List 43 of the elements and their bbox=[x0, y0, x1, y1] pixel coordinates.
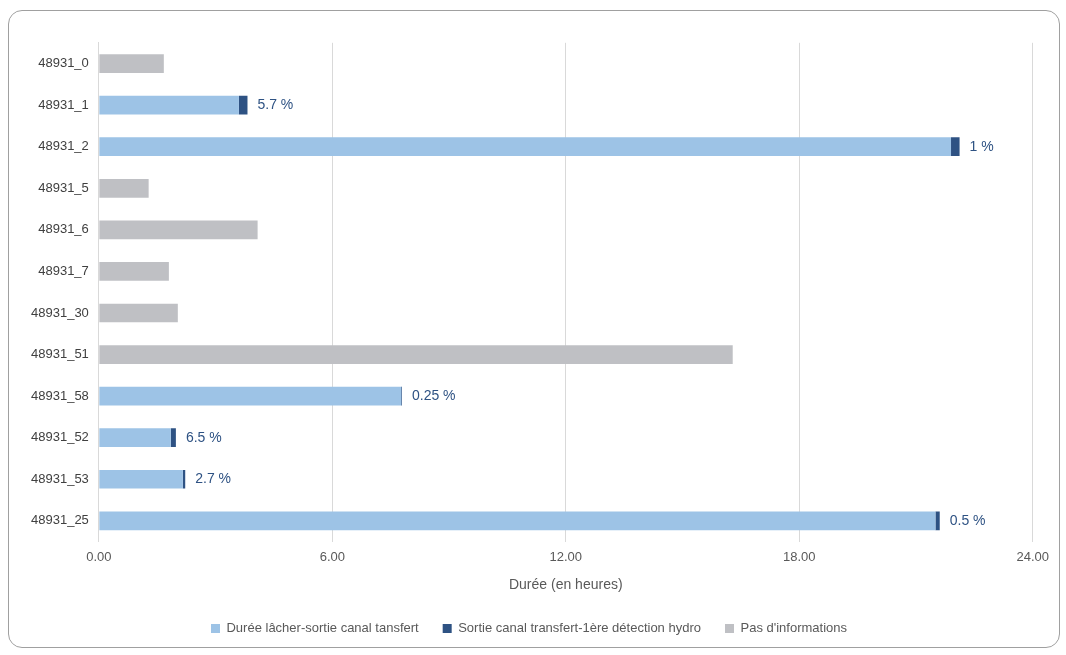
y-tick-label: 48931_2 bbox=[38, 138, 89, 154]
x-axis-title: Durée (en heures) bbox=[508, 576, 623, 593]
y-tick-label: 48931_51 bbox=[31, 346, 89, 362]
bar bbox=[99, 95, 239, 115]
bar bbox=[935, 511, 940, 531]
y-tick-label: 48931_6 bbox=[38, 221, 89, 237]
legend-label: Pas d'informations bbox=[740, 620, 848, 636]
bar bbox=[99, 137, 952, 157]
y-tick-label: 48931_0 bbox=[38, 55, 89, 71]
bar bbox=[99, 345, 733, 364]
x-tick-label: 12.00 bbox=[549, 548, 583, 564]
bar bbox=[99, 262, 169, 281]
annotation: 0.25 % bbox=[411, 386, 456, 403]
bar bbox=[951, 137, 960, 157]
x-tick-label: 18.00 bbox=[782, 548, 816, 564]
x-tick-label: 0.00 bbox=[86, 548, 112, 564]
annotation: 6.5 % bbox=[185, 428, 222, 445]
y-tick-label: 48931_58 bbox=[31, 387, 89, 403]
annotation: 0.5 % bbox=[949, 511, 986, 528]
x-tick-label: 24.00 bbox=[1016, 548, 1050, 564]
annotation: 1 % bbox=[969, 137, 994, 154]
bar bbox=[99, 178, 149, 198]
legend-label: Durée lâcher-sortie canal tansfert bbox=[226, 620, 420, 636]
y-tick-label: 48931_52 bbox=[31, 429, 89, 445]
legend-label: Sortie canal transfert-1ère détection hydro bbox=[458, 620, 701, 636]
y-tick-label: 48931_30 bbox=[31, 304, 89, 320]
bar bbox=[170, 428, 176, 448]
y-tick-label: 48931_53 bbox=[31, 470, 89, 486]
bar bbox=[99, 469, 183, 489]
bar bbox=[99, 511, 936, 531]
y-tick-label: 48931_7 bbox=[38, 262, 89, 278]
y-tick-label: 48931_25 bbox=[31, 512, 89, 528]
annotation: 5.7 % bbox=[257, 96, 294, 113]
y-tick-label: 48931_1 bbox=[38, 96, 89, 112]
bar bbox=[99, 54, 164, 73]
bar bbox=[99, 386, 402, 406]
bar bbox=[99, 428, 171, 448]
y-tick-label: 48931_5 bbox=[38, 179, 89, 195]
bar bbox=[99, 303, 178, 323]
x-tick-label: 6.00 bbox=[319, 548, 345, 564]
bar bbox=[238, 95, 248, 115]
annotation: 2.7 % bbox=[195, 470, 232, 487]
bar bbox=[99, 220, 258, 240]
